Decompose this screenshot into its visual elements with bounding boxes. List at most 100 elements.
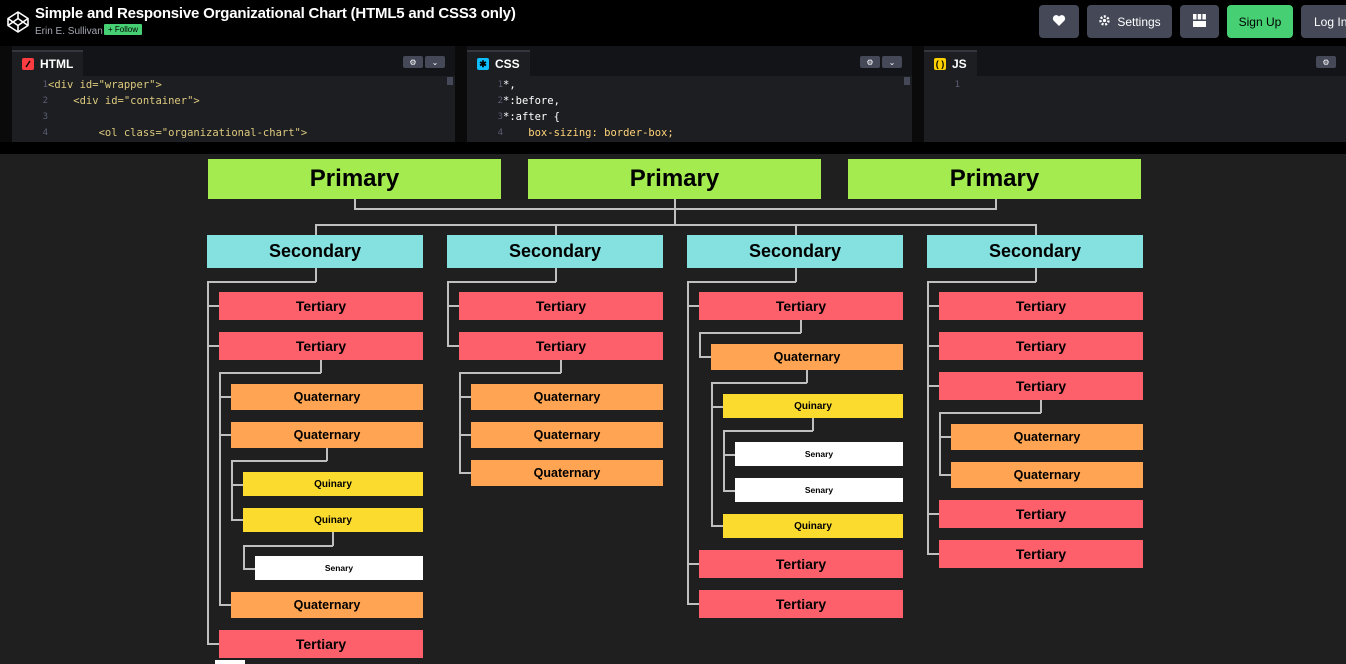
quaternary-node: Quaternary xyxy=(231,384,423,410)
tertiary-node: Tertiary xyxy=(699,590,903,618)
js-panel: ( ) JS ⚙ 1 xyxy=(924,46,1346,142)
quaternary-node: Quaternary xyxy=(711,344,903,370)
html-tab[interactable]: HTML xyxy=(12,50,84,76)
connector xyxy=(315,224,317,236)
line-number: 2 xyxy=(497,96,503,106)
heart-button[interactable] xyxy=(1039,5,1079,38)
author-name[interactable]: Erin E. Sullivan xyxy=(35,26,103,37)
connector xyxy=(711,382,713,526)
horizontal-scrollbar[interactable] xyxy=(215,660,245,664)
connector xyxy=(231,460,327,462)
quinary-node: Quinary xyxy=(243,472,423,496)
layout-icon xyxy=(1193,13,1206,30)
connector xyxy=(723,430,813,432)
html-code-editor[interactable]: 1 2 3 4 <div id="wrapper"> <div id="cont… xyxy=(12,77,455,142)
html-tabbar xyxy=(12,46,455,76)
connector xyxy=(332,532,334,546)
tertiary-node: Tertiary xyxy=(939,500,1143,528)
editor-resizer[interactable] xyxy=(912,46,924,142)
senary-node: Senary xyxy=(735,442,903,466)
html-collapse-button[interactable]: ⌄ xyxy=(425,56,445,68)
quinary-node: Quinary xyxy=(243,508,423,532)
primary-node: Primary xyxy=(208,159,501,199)
secondary-node: Secondary xyxy=(927,235,1143,268)
css-tab[interactable]: ✱ CSS xyxy=(467,50,530,76)
settings-label: Settings xyxy=(1117,14,1161,29)
js-panel-controls: ⚙ xyxy=(1316,56,1336,68)
gear-icon xyxy=(1098,14,1111,30)
editor-resizer[interactable] xyxy=(455,46,467,142)
scrollbar-thumb[interactable] xyxy=(904,77,910,85)
connector xyxy=(723,490,735,492)
js-tab-label: JS xyxy=(952,57,967,71)
html-tab-label: HTML xyxy=(40,57,74,71)
primary-node: Primary xyxy=(528,159,821,199)
connector xyxy=(447,305,459,307)
quaternary-node: Quaternary xyxy=(231,422,423,448)
connector xyxy=(927,513,939,515)
tertiary-node: Tertiary xyxy=(459,332,663,360)
result-resizer[interactable] xyxy=(0,142,1346,154)
connector xyxy=(207,345,219,347)
code-line: *:before, xyxy=(503,95,560,107)
connector xyxy=(795,224,797,236)
connector xyxy=(219,372,321,374)
line-number: 1 xyxy=(954,80,960,90)
css-settings-button[interactable]: ⚙ xyxy=(860,56,880,68)
change-view-button[interactable] xyxy=(1180,5,1219,38)
tertiary-node: Tertiary xyxy=(459,292,663,320)
tertiary-node: Tertiary xyxy=(699,292,903,320)
connector xyxy=(939,412,941,475)
connector xyxy=(459,372,561,374)
settings-button[interactable]: Settings xyxy=(1087,5,1172,38)
js-code-editor[interactable]: 1 xyxy=(924,77,1346,142)
editor-resizer[interactable] xyxy=(0,46,12,142)
gear-icon: ⚙ xyxy=(1322,57,1330,67)
tertiary-node: Tertiary xyxy=(699,550,903,578)
connector xyxy=(711,525,723,527)
connector xyxy=(723,430,725,491)
js-settings-button[interactable]: ⚙ xyxy=(1316,56,1336,68)
gear-icon: ⚙ xyxy=(866,57,874,67)
connector xyxy=(459,472,471,474)
connector xyxy=(555,224,557,236)
pen-title[interactable]: Simple and Responsive Organizational Cha… xyxy=(35,5,516,22)
js-tabbar xyxy=(924,46,1346,76)
connector xyxy=(687,563,699,565)
tertiary-node: Tertiary xyxy=(219,332,423,360)
html-settings-button[interactable]: ⚙ xyxy=(403,56,423,68)
css-tabbar xyxy=(467,46,912,76)
connector xyxy=(687,603,699,605)
primary-node: Primary xyxy=(848,159,1141,199)
connector xyxy=(447,281,556,283)
connector xyxy=(315,268,317,282)
follow-button[interactable]: + Follow xyxy=(104,24,143,35)
connector xyxy=(687,281,689,604)
connector xyxy=(995,199,997,209)
scrollbar-thumb[interactable] xyxy=(447,77,453,85)
connector xyxy=(939,412,1041,414)
quaternary-node: Quaternary xyxy=(951,462,1143,488)
js-icon: ( ) xyxy=(934,58,946,70)
connector xyxy=(219,434,231,436)
code-line: <div id="container"> xyxy=(48,95,200,107)
line-number: 4 xyxy=(497,128,503,138)
css-code-editor[interactable]: 1 2 3 4 *, *:before, *:after { box-sizin… xyxy=(467,77,912,142)
code-line: <div id="wrapper"> xyxy=(48,79,162,91)
heart-icon xyxy=(1052,14,1066,30)
gear-icon: ⚙ xyxy=(409,57,417,67)
js-tab[interactable]: ( ) JS xyxy=(924,50,977,76)
codepen-logo-icon[interactable] xyxy=(6,10,30,34)
connector xyxy=(927,305,939,307)
senary-node: Senary xyxy=(735,478,903,502)
tertiary-node: Tertiary xyxy=(939,292,1143,320)
connector xyxy=(806,370,808,383)
css-panel: ✱ CSS ⚙ ⌄ 1 2 3 4 *, *:before, *:after {… xyxy=(467,46,912,142)
connector xyxy=(219,396,231,398)
login-button[interactable]: Log In xyxy=(1301,5,1346,38)
senary-node: Senary xyxy=(255,556,423,580)
connector xyxy=(939,436,951,438)
signup-button[interactable]: Sign Up xyxy=(1227,5,1293,38)
code-line: *, xyxy=(503,79,516,91)
css-collapse-button[interactable]: ⌄ xyxy=(882,56,902,68)
